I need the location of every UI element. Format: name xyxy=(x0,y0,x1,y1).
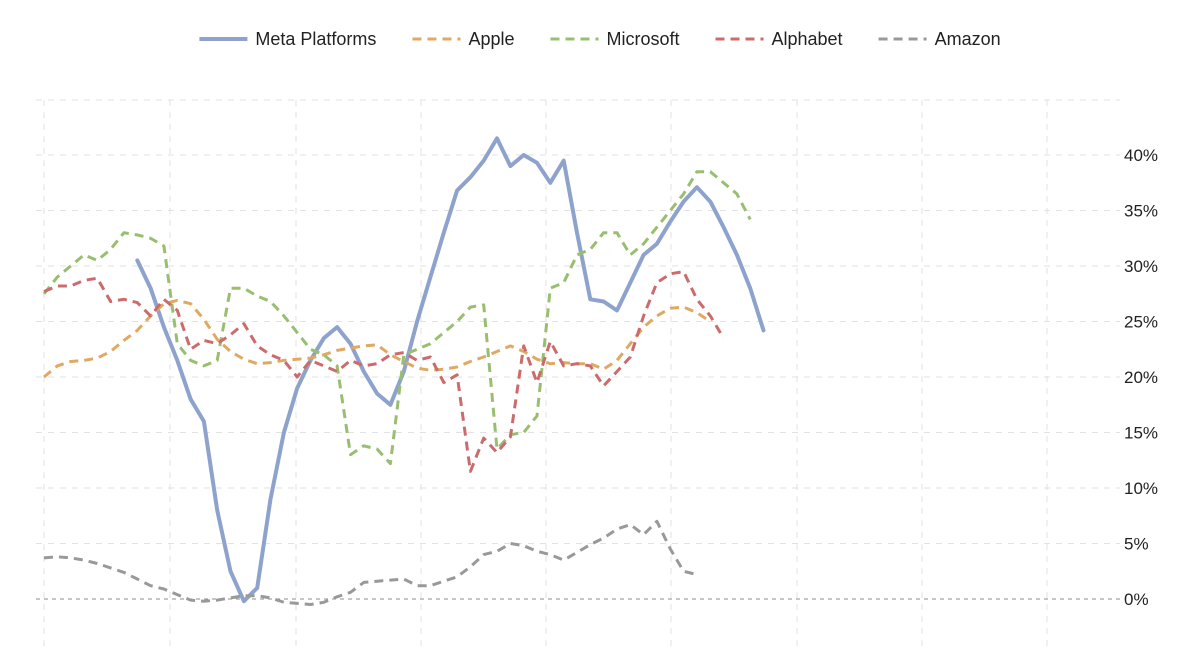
legend-label: Alphabet xyxy=(772,29,843,49)
series-line-meta-platforms xyxy=(135,136,766,604)
y-tick-label: 30% xyxy=(1124,257,1158,276)
legend-item-apple: Apple xyxy=(412,29,514,49)
legend-item-amazon: Amazon xyxy=(878,29,1001,49)
legend-label: Amazon xyxy=(935,29,1001,49)
y-tick-label: 0% xyxy=(1124,590,1149,609)
series-lines xyxy=(42,136,766,606)
series-line-microsoft xyxy=(42,170,752,466)
legend-label: Meta Platforms xyxy=(255,29,376,49)
legend-item-alphabet: Alphabet xyxy=(715,29,843,49)
gridlines xyxy=(36,99,1120,651)
legend-label: Apple xyxy=(468,29,514,49)
legend-item-meta-platforms: Meta Platforms xyxy=(199,29,376,49)
y-tick-label: 25% xyxy=(1124,313,1158,332)
y-tick-label: 10% xyxy=(1124,479,1158,498)
y-tick-label: 15% xyxy=(1124,424,1158,443)
series-line-apple xyxy=(43,298,712,379)
y-tick-label: 5% xyxy=(1124,535,1149,554)
legend-item-microsoft: Microsoft xyxy=(550,29,680,49)
series-line-alphabet xyxy=(43,270,725,473)
legend: Meta Platforms Apple Microsoft Alphabet Amaz… xyxy=(199,29,1001,49)
y-axis: 0% 5% 10% 15% 20% 25% 30% 35% 40% xyxy=(1124,146,1158,609)
series-line-amazon xyxy=(43,519,698,606)
y-tick-label: 40% xyxy=(1124,146,1158,165)
legend-label: Microsoft xyxy=(606,29,679,49)
y-tick-label: 20% xyxy=(1124,368,1158,387)
y-tick-label: 35% xyxy=(1124,202,1158,221)
